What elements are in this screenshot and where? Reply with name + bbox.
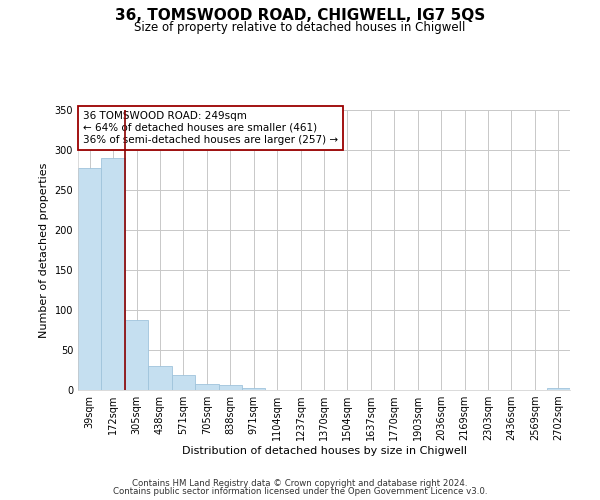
Bar (547, 388, 570, 390)
Text: 36, TOMSWOOD ROAD, CHIGWELL, IG7 5QS: 36, TOMSWOOD ROAD, CHIGWELL, IG7 5QS (115, 8, 485, 22)
Text: 36 TOMSWOOD ROAD: 249sqm
← 64% of detached houses are smaller (461)
36% of semi-: 36 TOMSWOOD ROAD: 249sqm ← 64% of detach… (83, 112, 338, 144)
Text: Size of property relative to detached houses in Chigwell: Size of property relative to detached ho… (134, 21, 466, 34)
Bar (218, 385, 242, 390)
X-axis label: Distribution of detached houses by size in Chigwell: Distribution of detached houses by size … (182, 446, 467, 456)
Y-axis label: Number of detached properties: Number of detached properties (39, 162, 49, 338)
Bar (125, 320, 148, 390)
Text: Contains HM Land Registry data © Crown copyright and database right 2024.: Contains HM Land Registry data © Crown c… (132, 478, 468, 488)
Bar (195, 384, 218, 390)
Bar (101, 158, 125, 390)
Bar (78, 168, 101, 390)
Bar (148, 366, 172, 390)
Bar (172, 375, 195, 390)
Bar (242, 388, 265, 390)
Text: Contains public sector information licensed under the Open Government Licence v3: Contains public sector information licen… (113, 487, 487, 496)
